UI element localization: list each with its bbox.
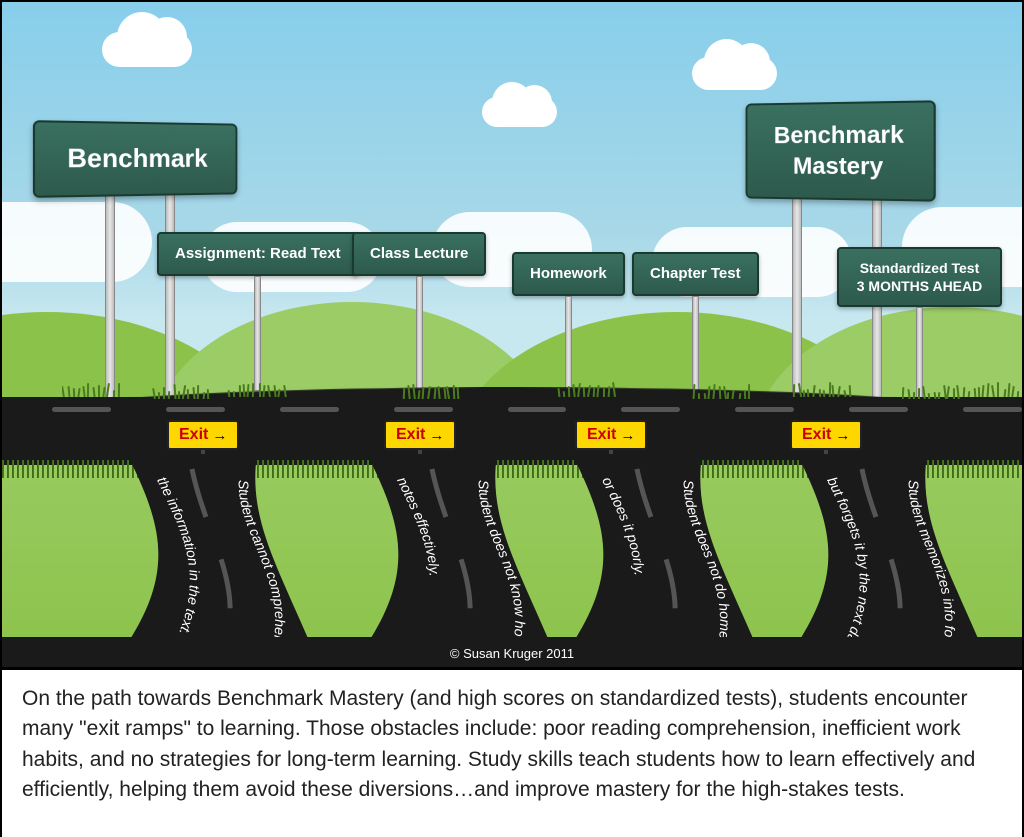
sign-label: Chapter Test — [632, 252, 759, 296]
exit-sign: Exit→ — [384, 420, 456, 464]
grass-tuft — [792, 382, 852, 397]
arrow-right-icon: → — [620, 427, 635, 444]
road-sign-chapter-test: Chapter Test — [632, 252, 759, 396]
grass-tuft — [692, 384, 752, 399]
infographic-scene: Benchmark BenchmarkMastery Assignment: R… — [2, 2, 1022, 667]
grass-tuft — [902, 384, 962, 399]
cloud — [102, 32, 192, 67]
exit-label: Exit — [396, 426, 425, 444]
road-dashes — [2, 407, 1022, 415]
exit-label: Exit — [587, 426, 616, 444]
exit-label: Exit — [179, 426, 208, 444]
grass-tuft — [402, 384, 462, 399]
arrow-right-icon: → — [429, 427, 444, 444]
sign-label: Standardized Test3 MONTHS AHEAD — [837, 247, 1002, 307]
grass-tuft — [227, 382, 287, 397]
road-sign-homework: Homework — [512, 252, 625, 396]
cloud — [692, 57, 777, 90]
sign-label: Class Lecture — [352, 232, 486, 276]
sign-label: BenchmarkMastery — [746, 100, 936, 202]
copyright-text: © Susan Kruger 2011 — [2, 643, 1022, 664]
sign-label: Assignment: Read Text — [157, 232, 359, 276]
arrow-right-icon: → — [835, 427, 850, 444]
cloud — [482, 97, 557, 127]
grass-tuft — [62, 382, 122, 397]
sign-label: Homework — [512, 252, 625, 296]
exit-sign: Exit→ — [790, 420, 862, 464]
exit-sign: Exit→ — [167, 420, 239, 464]
exit-sign: Exit→ — [575, 420, 647, 464]
road-sign-lecture: Class Lecture — [352, 232, 486, 394]
road-sign-assignment: Assignment: Read Text — [157, 232, 359, 391]
caption-text: On the path towards Benchmark Mastery (a… — [2, 667, 1022, 837]
arrow-right-icon: → — [212, 427, 227, 444]
grass-tuft — [152, 384, 212, 399]
exit-label: Exit — [802, 426, 831, 444]
grass-tuft — [962, 382, 1022, 397]
grass-strip — [2, 460, 1022, 478]
grass-tuft — [557, 382, 617, 397]
sign-label: Benchmark — [33, 120, 237, 197]
